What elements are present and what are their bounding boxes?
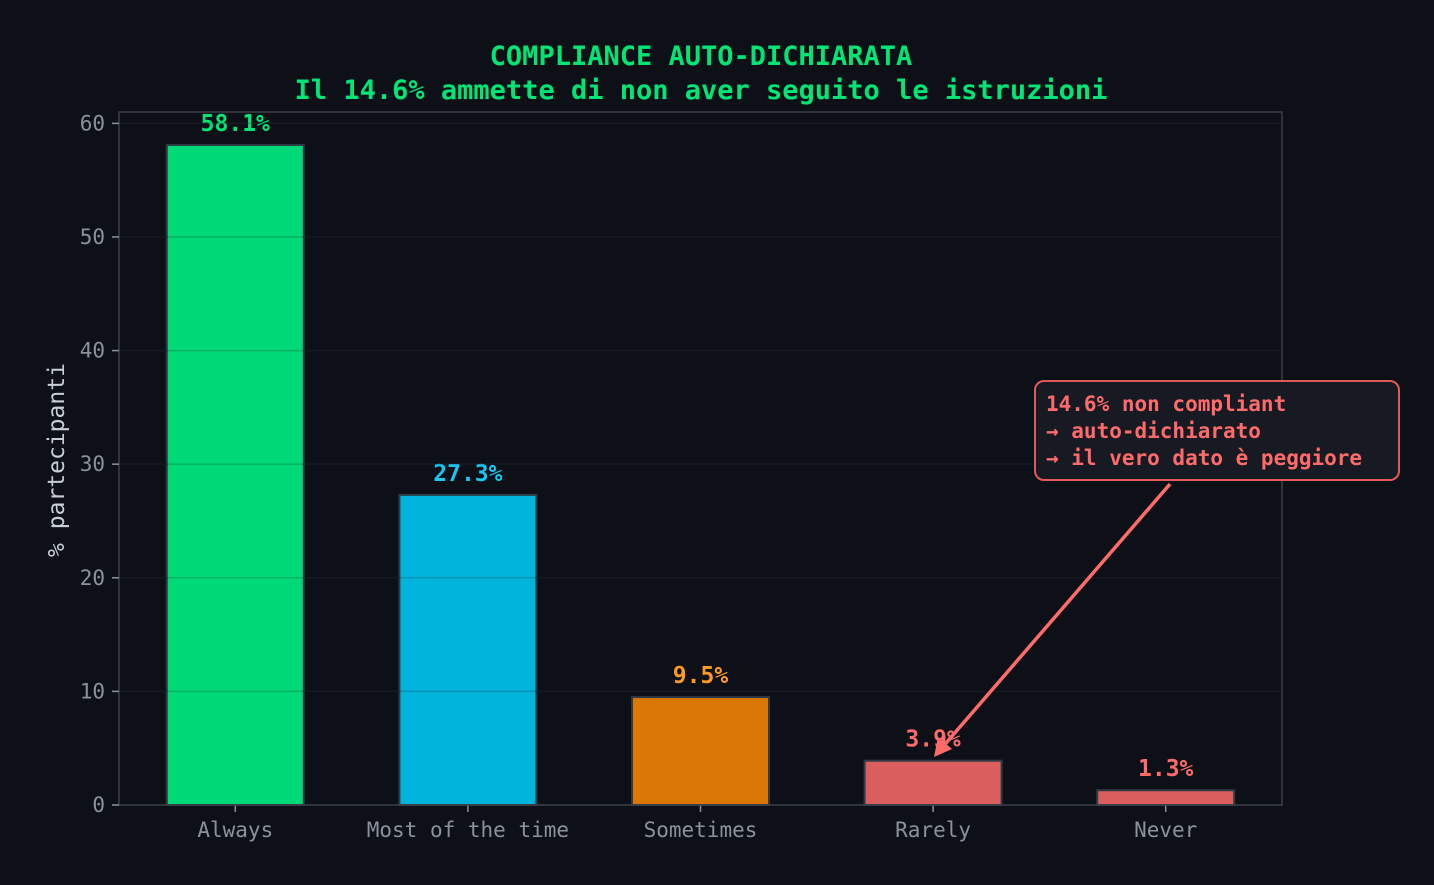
x-tick-label: Rarely <box>895 818 971 842</box>
y-axis-label: % partecipanti <box>44 363 70 557</box>
bar-always <box>165 143 305 806</box>
arrow-head-icon <box>934 737 952 757</box>
value-label: 58.1% <box>201 111 270 137</box>
x-tick-label: Most of the time <box>367 818 569 842</box>
chart-subtitle: Il 14.6% ammette di non aver seguito le … <box>294 75 1108 106</box>
bar-rarely <box>863 759 1003 806</box>
x-tick-label: Sometimes <box>644 818 758 842</box>
annotation-box: 14.6% non compliant → auto-dichiarato → … <box>1034 380 1400 481</box>
y-tick-label: 40 <box>80 339 105 363</box>
bar-most-of-the-time <box>398 493 538 806</box>
chart-title: COMPLIANCE AUTO-DICHIARATA <box>489 41 913 72</box>
y-tick-label: 10 <box>80 679 105 703</box>
annotation-arrow <box>938 482 1172 752</box>
value-label: 9.5% <box>673 663 729 689</box>
y-tick-label: 50 <box>80 225 105 249</box>
y-tick-label: 20 <box>80 566 105 590</box>
value-label: 1.3% <box>1138 756 1194 782</box>
y-tick-label: 60 <box>80 111 105 135</box>
value-label: 27.3% <box>433 461 502 487</box>
y-tick-label: 0 <box>92 793 105 817</box>
bar-sometimes <box>631 696 770 807</box>
bar-never <box>1096 789 1236 806</box>
value-label: 3.9% <box>905 727 961 753</box>
x-tick-label: Never <box>1134 818 1197 842</box>
x-tick-label: Always <box>197 818 273 842</box>
y-tick-label: 30 <box>80 452 105 476</box>
